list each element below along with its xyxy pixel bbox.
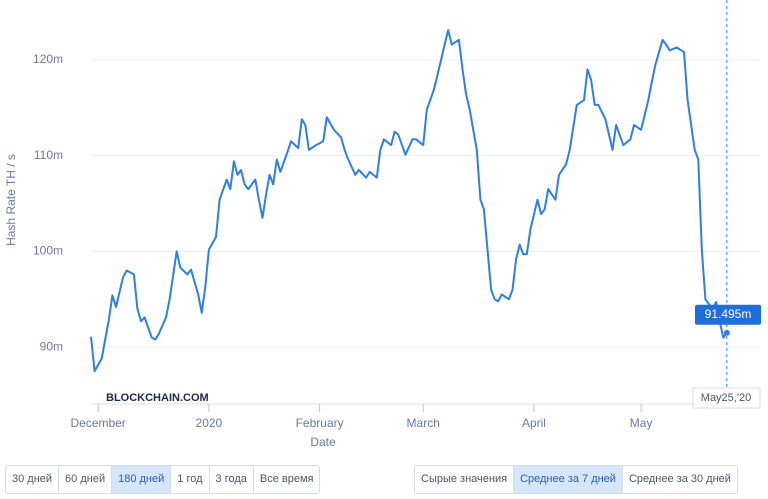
- toggle-button[interactable]: 60 дней: [58, 466, 111, 493]
- y-tick-label: 100m: [33, 244, 63, 258]
- y-tick-label: 110m: [34, 148, 63, 162]
- x-tick-label: April: [522, 416, 546, 430]
- tooltip-box: [695, 304, 761, 325]
- toggle-button[interactable]: 180 дней: [111, 466, 171, 493]
- date-box: [692, 387, 761, 409]
- x-tick-label: May: [630, 416, 653, 430]
- x-tick-label: March: [407, 416, 440, 430]
- toggle-button[interactable]: Все время: [252, 466, 320, 493]
- y-axis-label: Hash Rate TH / s: [4, 154, 18, 246]
- x-tick-label: December: [70, 416, 125, 430]
- toggle-button[interactable]: 30 дней: [12, 473, 53, 485]
- smoothing-selector: Сырые значения Среднее за 7 дней Среднее з…: [414, 465, 738, 494]
- point: [723, 329, 730, 336]
- tooltip-value: 91.495m: [705, 307, 752, 321]
- toggle-button[interactable]: 1 год: [170, 466, 208, 493]
- toggle-button[interactable]: Среднее за 7 дней: [513, 466, 622, 493]
- toggle-button[interactable]: 3 года: [208, 466, 253, 493]
- toggle-button[interactable]: Сырые значения: [421, 473, 508, 485]
- x-tick-label: February: [296, 416, 344, 430]
- chart: Hash Rate TH / s Date BLOCKCHAIN.COM 90m…: [4, 0, 761, 449]
- y-tick-label: 90m: [40, 339, 63, 353]
- y-tick-label: 120m: [33, 52, 63, 66]
- x-axis-label: Date: [310, 435, 336, 449]
- toggle-button[interactable]: Среднее за 30 дней: [621, 466, 737, 493]
- line: [90, 29, 728, 373]
- tooltip-date: May25,'20: [701, 392, 751, 404]
- range-selector: 30 дней 60 дней 180 дней 1 год 3 года Все вре…: [5, 465, 321, 494]
- watermark: BLOCKCHAIN.COM: [106, 392, 209, 404]
- x-tick-label: 2020: [196, 416, 223, 430]
